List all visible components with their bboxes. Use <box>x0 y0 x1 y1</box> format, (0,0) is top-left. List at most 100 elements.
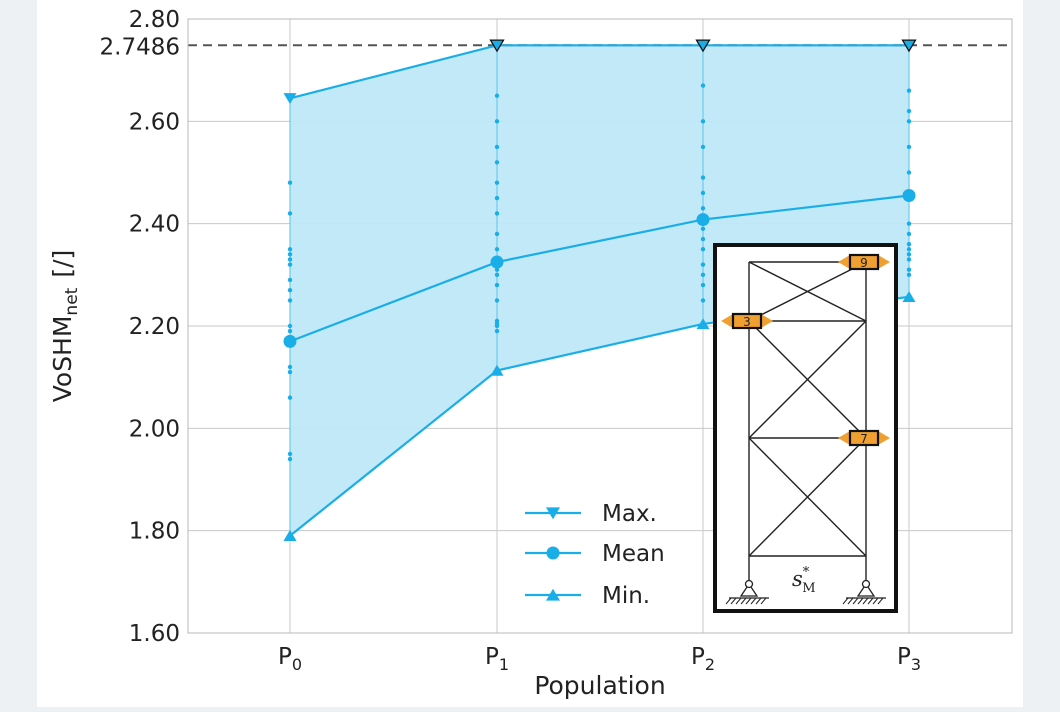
x-tick-label: P1 <box>485 644 509 674</box>
point-dot <box>287 298 293 303</box>
y-tick-label: 2.40 <box>129 212 180 238</box>
support-hatch <box>750 597 757 605</box>
point-dot <box>700 272 706 278</box>
series-triangle-down <box>283 39 917 105</box>
support-hatch <box>755 597 762 605</box>
point-dot <box>287 395 293 400</box>
marker-min <box>546 588 560 601</box>
support-icon <box>842 579 886 605</box>
x-tick-label: P2 <box>691 644 715 674</box>
point-dot <box>494 144 500 150</box>
support-pin <box>744 579 754 589</box>
marker-mean <box>546 546 560 560</box>
marker-mean <box>902 189 916 203</box>
sensor-box <box>731 312 763 330</box>
point-dot <box>700 175 706 180</box>
point-dot <box>906 231 912 237</box>
support-hatch <box>745 597 752 605</box>
series-line <box>289 194 910 343</box>
series-circle <box>283 189 916 348</box>
support-hatch <box>867 597 874 605</box>
point-dot <box>700 282 706 288</box>
marker-max <box>695 39 711 53</box>
marker-min <box>490 364 504 376</box>
point-dot <box>700 206 706 211</box>
sensor-box <box>848 253 880 271</box>
support-hatch <box>852 597 859 605</box>
point-dot <box>906 144 912 150</box>
point-dot <box>287 323 293 329</box>
marker-mean <box>696 213 710 227</box>
point-dot <box>494 93 500 98</box>
point-dot <box>906 241 912 247</box>
point-dot <box>700 83 706 88</box>
support-triangle <box>739 582 759 597</box>
support-hatch <box>725 597 732 605</box>
y-axis-label: VoSHMnet [/] <box>48 250 82 403</box>
point-dot <box>906 108 912 114</box>
point-dot <box>700 236 706 242</box>
sensor-id: 7 <box>860 432 868 446</box>
point-dot <box>494 318 500 324</box>
x-tick-sub: 3 <box>911 655 921 674</box>
point-dot <box>494 195 500 201</box>
x-tick-labels: P0 P1 P2 P3 <box>278 644 921 674</box>
sensor-9: 9 <box>838 253 890 271</box>
structure-label: s* M <box>792 565 816 596</box>
point-dot <box>906 252 912 257</box>
point-dot <box>906 247 912 252</box>
y-tick-label: 1.80 <box>129 519 180 545</box>
support-hatch <box>872 597 879 605</box>
point-dot <box>700 226 706 231</box>
structure-inset: s* M 9 3 7 <box>713 243 898 613</box>
support-hatch <box>842 597 849 605</box>
point-dot <box>494 298 500 303</box>
marker-max <box>283 93 297 105</box>
point-dot <box>287 369 293 375</box>
point-dot <box>494 211 500 216</box>
support-hatch <box>730 597 737 605</box>
legend-label: Min. <box>602 583 650 609</box>
point-dot <box>287 456 293 462</box>
point-dot <box>287 252 293 257</box>
point-dot <box>494 247 500 252</box>
point-dot <box>906 267 912 272</box>
frame-brace <box>748 320 867 439</box>
x-tick-base: P <box>897 644 911 670</box>
y-tick-label: 1.60 <box>129 621 180 647</box>
x-tick-sub: 2 <box>705 655 715 674</box>
point-dot <box>494 328 500 334</box>
legend: Max. Mean Min. <box>525 501 665 609</box>
point-dot <box>494 267 500 272</box>
point-dot <box>287 257 293 262</box>
marker-min <box>902 290 916 303</box>
legend-item: Min. <box>525 583 650 609</box>
structure-label-base: s <box>792 567 803 591</box>
point-dot <box>287 211 293 216</box>
sensor-arrow-right <box>878 431 890 445</box>
y-tick-labels: 1.60 1.80 2.00 2.20 2.40 2.60 2.80 <box>129 7 180 647</box>
marker-mean <box>490 255 504 269</box>
plot-frame <box>187 18 1013 634</box>
point-dot <box>700 298 706 303</box>
point-dot <box>287 180 293 185</box>
point-dot <box>287 277 293 283</box>
y-axis-label-sub: net <box>62 287 82 315</box>
sensor-arrow-right <box>878 255 890 269</box>
point-dot <box>287 287 293 293</box>
legend-item: Max. <box>525 501 657 527</box>
point-dot <box>700 190 706 196</box>
point-dot <box>700 144 706 150</box>
marker-min <box>283 529 297 541</box>
point-dot <box>494 231 500 237</box>
point-dot <box>494 282 500 288</box>
x-tick-sub: 1 <box>499 655 509 674</box>
point-dot <box>906 119 912 124</box>
reference-tick-label: 2.7486 <box>100 34 180 60</box>
sensor-arrow-right <box>761 314 773 328</box>
point-dot <box>494 272 500 278</box>
structure-label-sup: * <box>803 565 810 580</box>
frame-brace <box>748 261 867 322</box>
